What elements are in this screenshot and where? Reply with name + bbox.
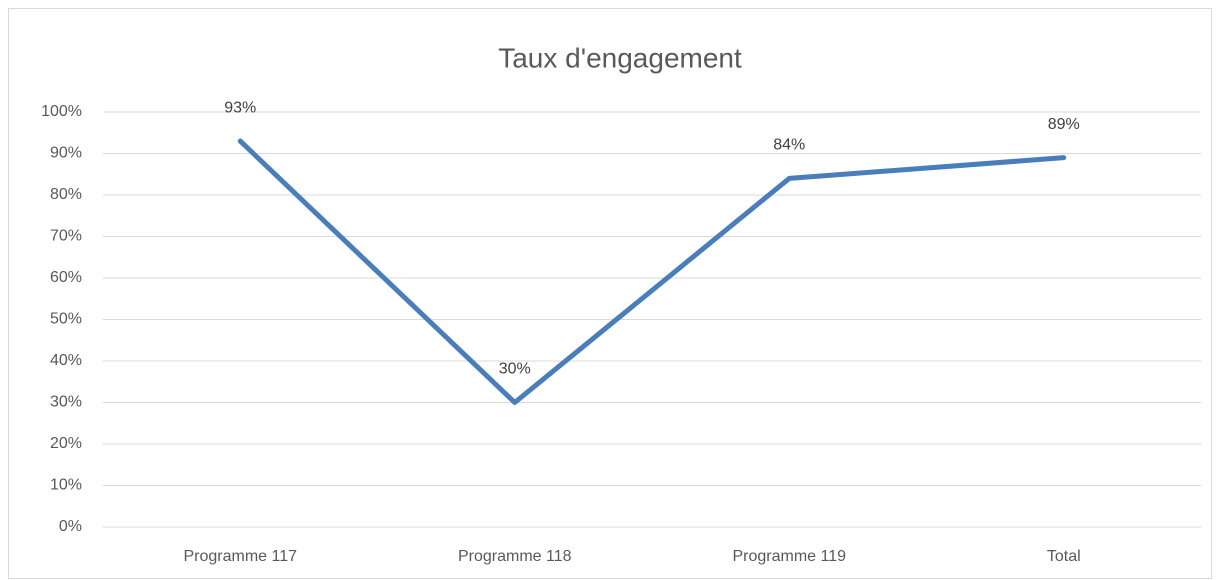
y-tick-label: 50% xyxy=(50,311,82,328)
x-tick-label: Total xyxy=(1047,548,1081,565)
x-tick-label: Programme 118 xyxy=(458,548,572,565)
data-label: 84% xyxy=(773,137,805,154)
y-tick-label: 0% xyxy=(59,518,82,535)
line xyxy=(237,138,1067,405)
data-label: 30% xyxy=(499,361,531,378)
y-tick-label: 100% xyxy=(41,103,82,120)
data-label: 93% xyxy=(224,99,256,116)
data-label: 89% xyxy=(1048,116,1080,133)
y-tick-label: 10% xyxy=(50,477,82,494)
x-tick-label: Programme 119 xyxy=(732,548,846,565)
y-tick-label: 70% xyxy=(50,228,82,245)
y-tick-label: 60% xyxy=(50,269,82,286)
y-tick-label: 90% xyxy=(50,145,82,162)
y-tick-label: 40% xyxy=(50,352,82,369)
x-tick-label: Programme 117 xyxy=(183,548,297,565)
chart-border xyxy=(8,8,1212,579)
y-tick-label: 30% xyxy=(50,394,82,411)
y-tick-label: 20% xyxy=(50,435,82,452)
chart-title: Taux d'engagement xyxy=(498,42,742,73)
y-tick-label: 80% xyxy=(50,186,82,203)
